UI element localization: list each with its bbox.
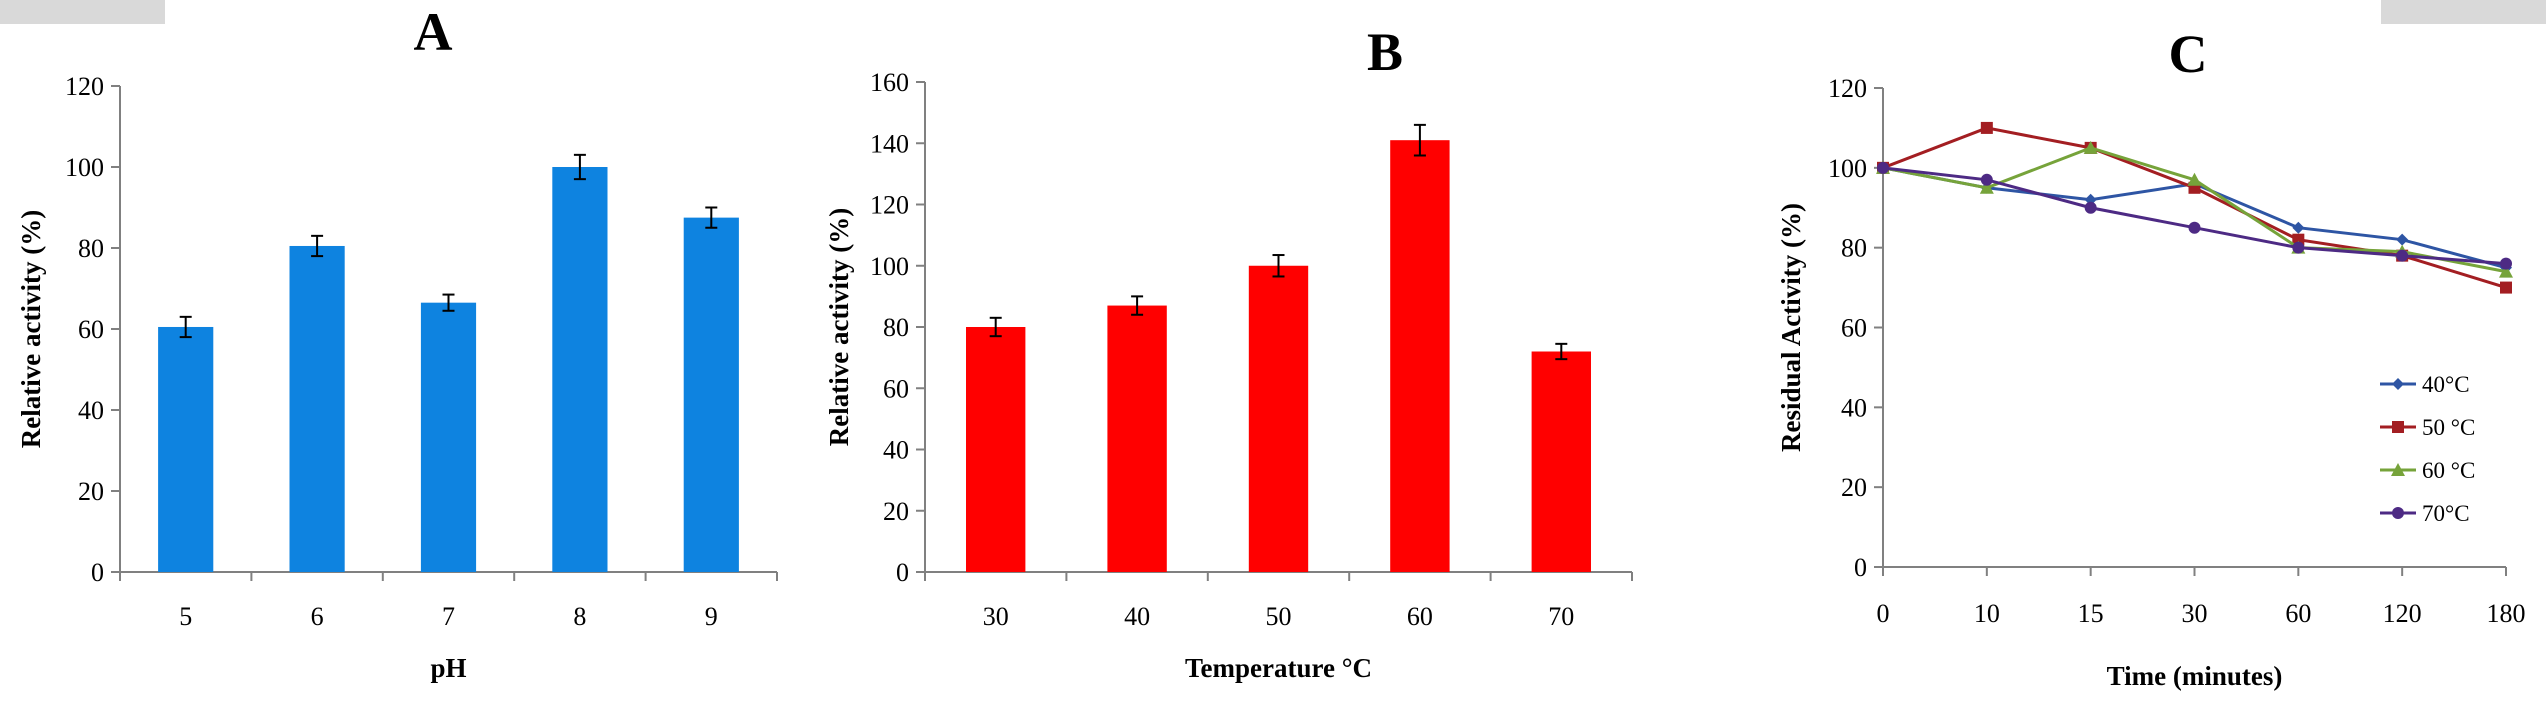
y-tick-label: 120 [65,72,104,101]
x-tick-label: 8 [573,602,586,631]
y-tick-label: 40 [1841,393,1867,422]
x-tick-label: 50 [1266,602,1292,631]
y-tick-label: 100 [870,252,909,281]
x-tick-label: 180 [2487,599,2526,628]
data-point [1980,173,1993,186]
legend-label: 70°C [2422,501,2470,526]
legend-label: 40°C [2422,372,2470,397]
y-tick-label: 140 [870,129,909,158]
y-tick-label: 100 [1828,154,1867,183]
data-point [2396,249,2409,262]
chart-panel-a: A 0 20 40 60 80 100 120 Relative activity (%) pH 5… [16,2,778,683]
data-point [2500,281,2512,294]
x-tick-label: 6 [311,602,324,631]
y-tick-label: 0 [1854,553,1867,582]
data-point [2499,264,2513,278]
y-axis-title: Relative activity (%) [824,208,854,446]
x-tick-label: 9 [705,602,718,631]
y-tick-label: 160 [870,68,909,97]
x-axis-title: pH [430,653,466,683]
y-tick-label: 120 [1828,74,1867,103]
legend-swatch-marker [2392,421,2404,433]
x-axis-title: Time (minutes) [2107,661,2283,691]
data-point [1980,121,1993,134]
y-tick-label: 60 [1841,314,1867,343]
legend-swatch-marker [2392,507,2404,519]
y-tick-label: 20 [883,497,909,526]
corner-tab-left [0,0,165,24]
y-tick-label: 40 [78,396,104,425]
y-tick-label: 0 [91,558,104,587]
x-tick-label: 15 [2078,599,2104,628]
x-tick-label: 40 [1124,602,1150,631]
legend-swatch-marker [2392,378,2404,390]
data-point [1877,161,1889,174]
y-axis-title: Relative activity (%) [16,210,46,448]
y-tick-label: 0 [896,558,909,587]
y-tick-label: 120 [870,191,909,220]
data-point [2187,172,2202,186]
bar [1390,140,1450,572]
data-point [2396,233,2409,246]
chart-panel-b: B 0 20 40 60 80 100 120 140 160 Relative activity … [824,22,1633,683]
bar [1531,351,1591,572]
y-tick-label: 100 [65,153,104,182]
x-tick-label: 0 [1877,599,1890,628]
legend-swatch-marker [2391,463,2405,476]
y-tick-label: 40 [883,436,909,465]
panel-letter: A [414,2,453,62]
bar [1248,265,1309,572]
y-tick-label: 80 [78,234,104,263]
series-2 [1877,121,2512,294]
data-point [2500,257,2512,270]
bar [289,245,345,572]
legend-label: 50 °C [2422,415,2475,440]
data-point [2292,221,2305,234]
series-line [1882,146,2507,274]
x-tick-label: 30 [983,602,1009,631]
data-point [2083,140,2098,154]
y-tick-label: 20 [1841,473,1867,502]
bar [1107,305,1167,572]
x-tick-label: 10 [1974,599,2000,628]
data-point [1979,180,1994,194]
panel-letter: C [2169,24,2208,84]
data-point [2292,241,2305,254]
x-axis-title: Temperature °C [1185,653,1372,683]
data-point [2084,201,2097,214]
x-tick-label: 5 [179,602,192,631]
x-tick-label: 60 [1407,602,1433,631]
x-tick-label: 120 [2383,599,2422,628]
y-tick-label: 80 [1841,234,1867,263]
y-axis-title: Residual Activity (%) [1776,203,1806,452]
legend: 40°C 50 °C 60 °C 70°C [2380,372,2475,526]
bar [552,167,608,572]
data-point [2188,221,2201,234]
x-tick-label: 70 [1548,602,1574,631]
y-tick-label: 80 [883,313,909,342]
y-tick-label: 60 [78,315,104,344]
bar [420,302,477,572]
panel-letter: B [1367,22,1403,82]
series-4 [1877,161,2512,270]
x-tick-label: 7 [442,602,455,631]
corner-tab-right [2381,0,2546,24]
series-line [1882,126,2507,290]
x-tick-label: 60 [2285,599,2311,628]
bar [683,217,739,572]
y-tick-label: 20 [78,477,104,506]
x-tick-label: 30 [2182,599,2208,628]
legend-label: 60 °C [2422,458,2475,483]
y-tick-label: 60 [883,374,909,403]
bar [966,327,1026,572]
bar [158,326,214,572]
